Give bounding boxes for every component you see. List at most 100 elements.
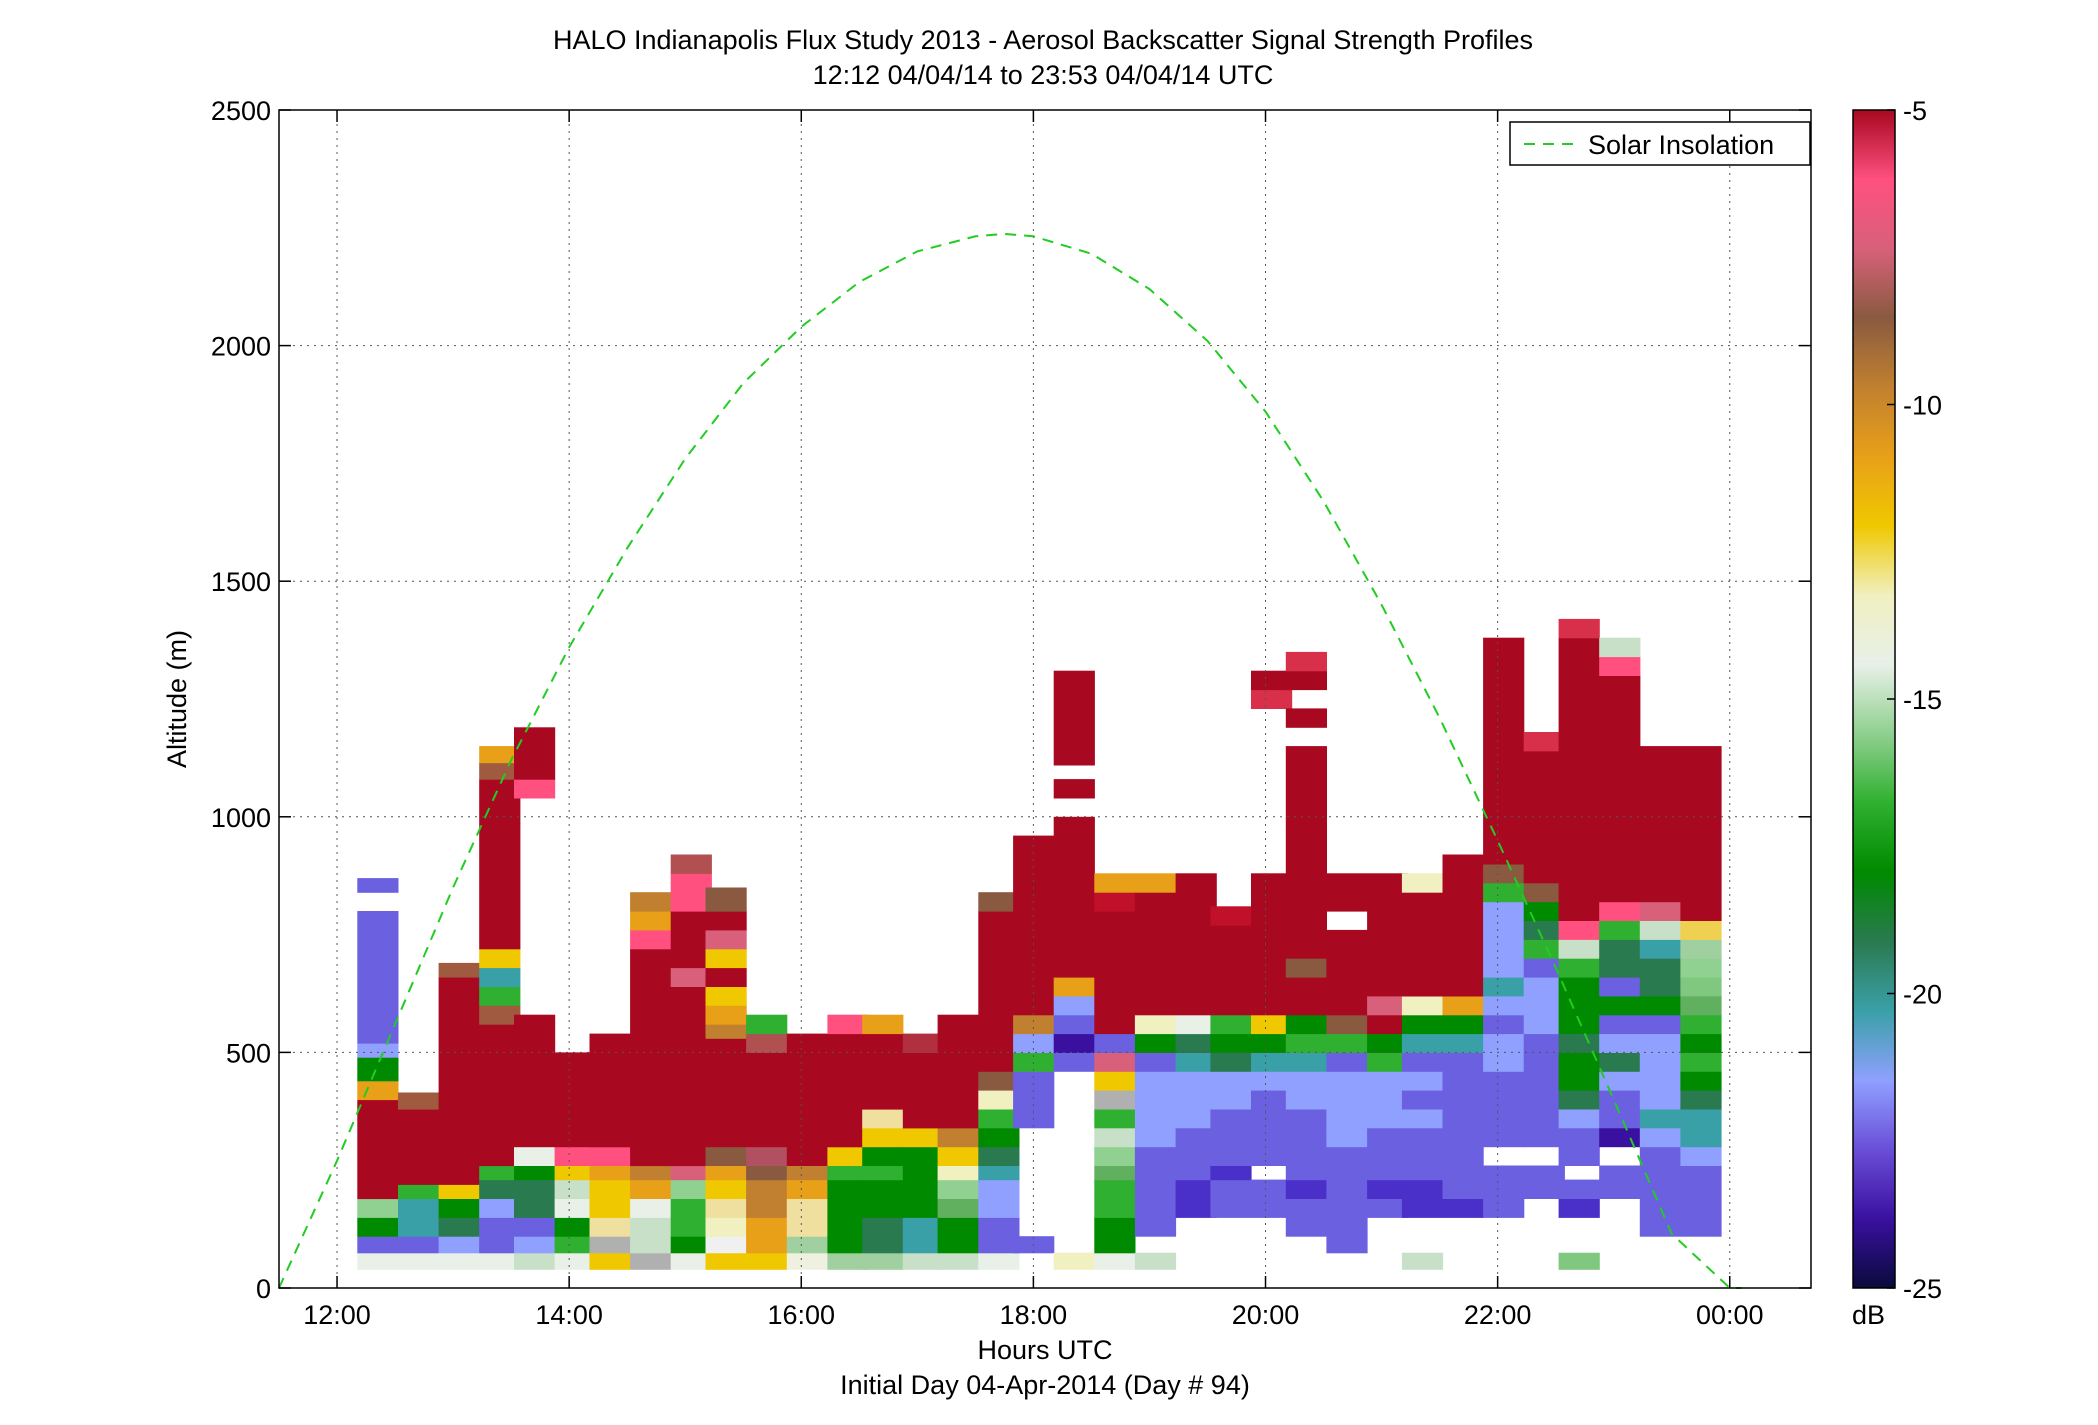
heatmap-cell (1367, 873, 1409, 997)
heatmap-cell (1134, 1179, 1177, 1199)
heatmap-cell (746, 1217, 788, 1237)
heatmap-cell (1483, 1127, 1525, 1148)
heatmap-cell (1483, 1052, 1525, 1072)
heatmap-cell (978, 1127, 1020, 1148)
heatmap-cell (978, 1071, 1020, 1091)
heatmap-cell (1599, 637, 1641, 658)
heatmap-cell (1401, 1014, 1444, 1035)
heatmap-cell (746, 1179, 788, 1199)
heatmap-cell (1326, 1071, 1368, 1091)
heatmap-cell (630, 929, 672, 950)
heatmap-cell (937, 1179, 979, 1199)
heatmap-cell (1210, 1014, 1252, 1035)
heatmap-cell (1401, 1165, 1444, 1181)
heatmap-cell (705, 911, 747, 931)
heatmap-cell (1285, 1033, 1327, 1053)
heatmap-cell (1053, 977, 1095, 997)
heatmap-cell (1134, 1252, 1177, 1270)
heatmap-cell (479, 1024, 521, 1167)
heatmap-cell (1639, 920, 1681, 940)
heatmap-cell (1251, 1198, 1293, 1218)
heatmap-cell (1639, 995, 1681, 1016)
heatmap-cell (1639, 1217, 1681, 1237)
heatmap-cell (438, 1198, 480, 1218)
heatmap-cell (670, 873, 712, 912)
heatmap-cell (1639, 958, 1681, 978)
heatmap-cell (1523, 920, 1565, 940)
legend-entry-solar-insolation: Solar Insolation (1588, 130, 1774, 160)
heatmap-cell (514, 1014, 556, 1148)
heatmap-cell (1680, 920, 1722, 940)
heatmap-cell (1134, 1052, 1177, 1072)
x-axis-label: Hours UTC (977, 1335, 1112, 1365)
heatmap-cell (1523, 1165, 1565, 1181)
heatmap-cell (1013, 835, 1055, 1016)
heatmap-cell (1326, 929, 1368, 1016)
heatmap-cell (1326, 1198, 1368, 1218)
heatmap-cell (1558, 958, 1600, 978)
heatmap-cell (1523, 1179, 1565, 1199)
heatmap-cell (1558, 977, 1600, 997)
heatmap-cell (1134, 1033, 1177, 1053)
heatmap-cell (589, 1252, 631, 1270)
heatmap-cell (1053, 1052, 1095, 1072)
heatmap-cell (1175, 873, 1217, 1016)
heatmap-cell (862, 1033, 904, 1110)
heatmap-cell (1639, 1146, 1681, 1166)
heatmap-cell (1639, 1090, 1681, 1110)
y-axis-label: Altitude (m) (162, 630, 192, 768)
heatmap-cell (1285, 1165, 1327, 1181)
legend-box (1509, 121, 1811, 166)
heatmap-cell (937, 1146, 979, 1166)
heatmap-cell (746, 1146, 788, 1166)
heatmap-cell (1523, 732, 1565, 752)
heatmap-cell (630, 911, 672, 931)
heatmap-cell (589, 1179, 631, 1199)
heatmap-cell (1251, 1071, 1293, 1091)
heatmap-cell (1251, 873, 1293, 1016)
heatmap-cell (357, 1005, 399, 1044)
heatmap-cell (357, 1236, 399, 1254)
heatmap-cell (589, 1033, 631, 1148)
heatmap-cell (1094, 1252, 1136, 1270)
heatmap-cell (1053, 1014, 1095, 1035)
heatmap-cell (1175, 1071, 1217, 1091)
heatmap-cell (902, 1033, 944, 1053)
heatmap-cell (1483, 1108, 1525, 1129)
heatmap-cell (1523, 1108, 1565, 1129)
heatmap-cell (1326, 1217, 1368, 1237)
heatmap-cell (1599, 1127, 1641, 1148)
heatmap-cell (554, 1146, 596, 1166)
heatmap-cell (514, 1165, 556, 1181)
heatmap-cell (479, 986, 521, 1006)
heatmap-cell (1680, 977, 1722, 997)
heatmap-cell (1053, 670, 1095, 766)
heatmap-cell (1639, 1179, 1681, 1199)
heatmap-cell (357, 1217, 399, 1237)
y-tick-label: 0 (256, 1274, 271, 1304)
heatmap-cell (438, 1217, 480, 1237)
heatmap-cell (1523, 977, 1565, 997)
heatmap-cells (357, 618, 1722, 1270)
heatmap-cell (1401, 892, 1444, 997)
heatmap-cell (1367, 1033, 1409, 1053)
heatmap-cell (1401, 1179, 1444, 1199)
heatmap-cell (1599, 995, 1641, 1016)
heatmap-cell (1680, 1014, 1722, 1035)
heatmap-cell (978, 1179, 1020, 1199)
heatmap-cell (1013, 1014, 1055, 1035)
heatmap-cell (1558, 1090, 1600, 1110)
heatmap-cell (398, 1217, 440, 1237)
heatmap-cell (902, 1127, 944, 1148)
heatmap-cell (1285, 1108, 1327, 1129)
heatmap-cell (705, 929, 747, 950)
heatmap-cell (1094, 1236, 1136, 1254)
heatmap-cell (1094, 1090, 1136, 1110)
heatmap-cell (1094, 1033, 1136, 1053)
heatmap-cell (705, 967, 747, 987)
heatmap-cell (1558, 1198, 1600, 1218)
heatmap-cell (1442, 1090, 1484, 1110)
heatmap-cell (1326, 1052, 1368, 1072)
heatmap-cell (1210, 1179, 1252, 1199)
heatmap-cell (1134, 873, 1177, 893)
